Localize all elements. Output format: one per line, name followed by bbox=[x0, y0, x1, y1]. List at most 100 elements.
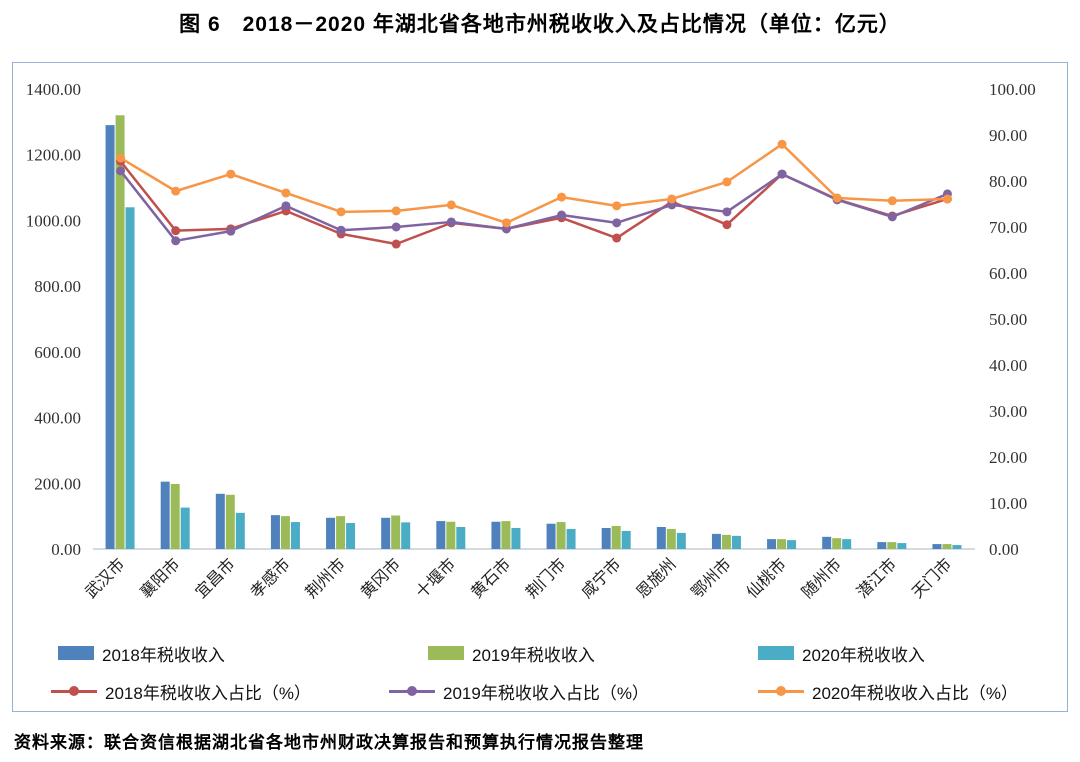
source-note: 资料来源：联合资信根据湖北省各地市州财政决算报告和预算执行情况报告整理 bbox=[14, 733, 644, 752]
line-marker bbox=[171, 186, 181, 196]
bar bbox=[456, 526, 466, 549]
line-marker bbox=[667, 194, 677, 204]
line-marker bbox=[722, 220, 732, 230]
bar bbox=[225, 494, 235, 549]
line-marker bbox=[446, 200, 456, 210]
bar bbox=[436, 521, 446, 549]
bar bbox=[546, 523, 556, 549]
line-series bbox=[119, 160, 948, 246]
chart-title: 图 6 2018－2020 年湖北省各地市州税收收入及占比情况（单位：亿元） bbox=[179, 13, 901, 36]
line-marker bbox=[226, 226, 236, 236]
line-marker bbox=[171, 236, 181, 246]
bar bbox=[566, 528, 576, 549]
bar bbox=[160, 481, 170, 549]
line-marker bbox=[226, 169, 236, 179]
bar bbox=[711, 533, 721, 549]
legend-swatch-2020-line bbox=[758, 684, 804, 698]
legend-item-2020-line: 2020年税收收入占比（%） bbox=[758, 679, 1018, 703]
legend-item-2019-line: 2019年税收收入占比（%） bbox=[389, 679, 649, 703]
line-marker bbox=[942, 194, 952, 204]
bar bbox=[731, 535, 741, 549]
legend-label: 2020年税收收入占比（%） bbox=[812, 683, 1018, 703]
left-axis-tick: 1000.00 bbox=[26, 211, 81, 230]
x-axis-label: 襄阳市 bbox=[136, 554, 183, 601]
legend-label: 2018年税收收入占比（%） bbox=[105, 683, 311, 703]
line-marker bbox=[777, 169, 787, 179]
legend-lines: 2018年税收收入占比（%） 2019年税收收入占比（%） 2020年税收收入占… bbox=[13, 679, 1067, 703]
bar bbox=[952, 545, 962, 549]
right-axis-tick: 0.00 bbox=[989, 540, 1019, 559]
x-axis-label: 荆州市 bbox=[302, 555, 349, 602]
bar bbox=[676, 532, 686, 549]
x-axis-label: 黄冈市 bbox=[357, 555, 404, 602]
legend-bars: 2018年税收收入 2019年税收收入 2020年税收收入 bbox=[13, 641, 1067, 665]
line-marker bbox=[887, 212, 897, 222]
right-axis-tick: 50.00 bbox=[989, 310, 1027, 329]
bar bbox=[942, 544, 952, 549]
bar bbox=[666, 528, 676, 549]
left-axis-tick: 0.00 bbox=[51, 540, 81, 559]
bar bbox=[611, 526, 621, 549]
line-marker bbox=[832, 193, 842, 203]
line-marker bbox=[557, 192, 567, 202]
bar bbox=[381, 517, 391, 549]
bar bbox=[832, 538, 842, 549]
x-axis-label: 鄂州市 bbox=[688, 555, 735, 602]
bar bbox=[290, 522, 300, 549]
bar bbox=[877, 542, 887, 549]
bar bbox=[721, 534, 731, 549]
line-marker bbox=[501, 218, 511, 228]
x-axis-label: 十堰市 bbox=[412, 555, 459, 602]
bar bbox=[842, 539, 852, 549]
legend-label: 2019年税收收入占比（%） bbox=[443, 683, 649, 703]
plot-canvas: 0.00 200.00 400.00 600.00 800.00 1000.00 1200.… bbox=[26, 80, 1036, 602]
left-axis-tick: 400.00 bbox=[34, 409, 81, 428]
line-marker bbox=[722, 177, 732, 187]
legend-label: 2018年税收收入 bbox=[102, 645, 225, 665]
bar bbox=[787, 540, 797, 549]
bar bbox=[336, 516, 346, 549]
left-axis-tick: 600.00 bbox=[34, 343, 81, 362]
line-marker bbox=[391, 222, 401, 232]
legend-label: 2020年税收收入 bbox=[802, 645, 925, 665]
bar bbox=[115, 115, 125, 550]
line-marker bbox=[336, 225, 346, 235]
x-axis-label: 荆门市 bbox=[523, 555, 570, 602]
bar bbox=[105, 125, 115, 549]
legend-swatch-2019-line bbox=[389, 684, 435, 698]
bar bbox=[391, 515, 401, 549]
bar bbox=[401, 522, 411, 549]
bar bbox=[446, 521, 456, 549]
line-marker bbox=[557, 210, 567, 220]
x-axis-label: 咸宁市 bbox=[578, 555, 625, 602]
bar bbox=[887, 542, 897, 549]
x-axis-label: 黄石市 bbox=[468, 555, 515, 602]
line-marker bbox=[281, 201, 291, 211]
bar bbox=[326, 517, 336, 549]
chart-area: 0.00 200.00 400.00 600.00 800.00 1000.00 1200.… bbox=[12, 62, 1068, 712]
left-axis-tick: 1400.00 bbox=[26, 80, 81, 99]
bar bbox=[180, 507, 190, 549]
right-axis-tick: 10.00 bbox=[989, 494, 1027, 513]
legend-swatch-2018-line bbox=[51, 684, 97, 698]
right-axis-tick: 70.00 bbox=[989, 218, 1027, 237]
x-axis-label: 武汉市 bbox=[82, 555, 129, 602]
x-axis-label: 仙桃市 bbox=[743, 555, 790, 602]
line-marker bbox=[887, 196, 897, 206]
bar bbox=[215, 493, 225, 549]
legend-label: 2019年税收收入 bbox=[472, 645, 595, 665]
bar bbox=[511, 527, 521, 549]
line-marker bbox=[391, 206, 401, 216]
left-axis-tick: 200.00 bbox=[34, 474, 81, 493]
bar bbox=[777, 539, 787, 549]
legend-swatch-2020-bar bbox=[758, 646, 794, 660]
bar bbox=[170, 483, 180, 549]
legend-swatch-2019-bar bbox=[428, 646, 464, 660]
right-axis-tick: 100.00 bbox=[989, 80, 1036, 99]
bar bbox=[280, 516, 290, 549]
bar bbox=[656, 526, 666, 549]
bar bbox=[601, 527, 611, 549]
left-axis-tick: 1200.00 bbox=[26, 146, 81, 165]
x-axis-label: 孝感市 bbox=[247, 555, 294, 602]
legend-item-2018-bar: 2018年税收收入 bbox=[58, 641, 225, 665]
